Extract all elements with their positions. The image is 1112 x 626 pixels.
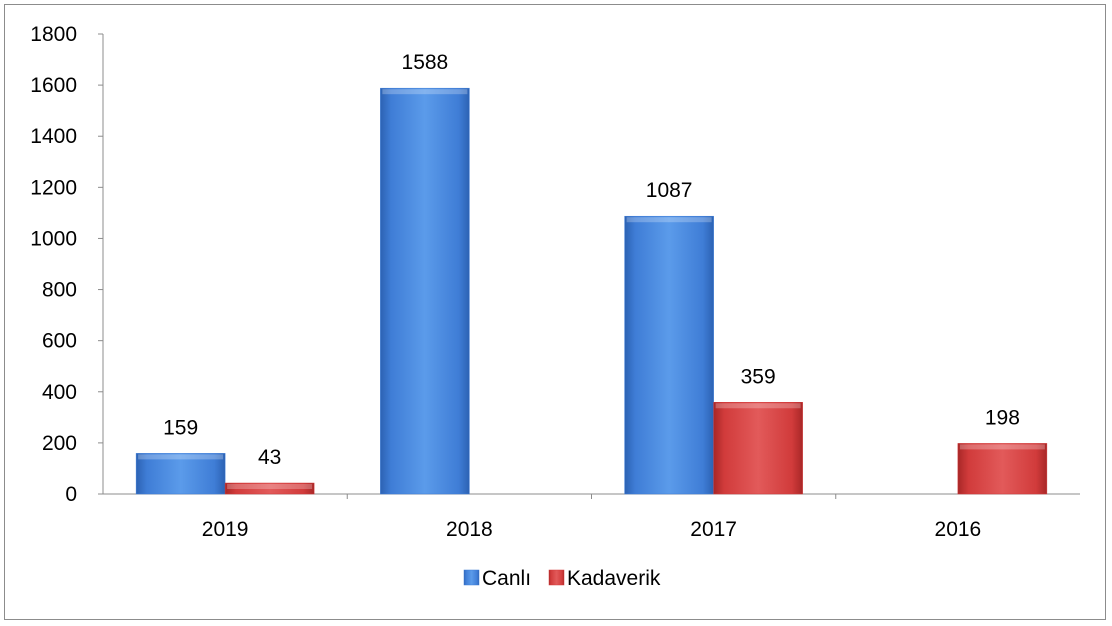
bar-kadaverik-2016: [957, 443, 1048, 495]
y-tick-label: 1600: [30, 74, 77, 97]
legend-label: Kadaverik: [567, 567, 661, 590]
x-tick-label: 2018: [446, 518, 493, 541]
bar-canl--2017: [624, 215, 714, 495]
bar-highlight: [715, 403, 801, 409]
bar-canl--2019: [135, 453, 226, 495]
y-tick-label: 200: [42, 432, 77, 455]
legend-swatch-kadaverik: [548, 569, 565, 586]
y-tick-label: 0: [65, 483, 77, 506]
data-label: 159: [163, 416, 198, 439]
bar-highlight: [227, 484, 313, 490]
y-tick-label: 600: [42, 330, 77, 353]
data-label: 1087: [646, 179, 693, 202]
y-tick-label: 1200: [30, 176, 77, 199]
legend-swatch-canl-: [463, 569, 480, 586]
y-tick-label: 1000: [30, 227, 77, 250]
y-tick-label: 800: [42, 279, 77, 302]
data-label: 43: [258, 446, 281, 469]
data-label: 1588: [402, 51, 449, 74]
data-label: 359: [741, 365, 776, 388]
bar-highlight: [382, 89, 468, 95]
data-label: 198: [985, 406, 1020, 429]
x-tick-label: 2019: [202, 518, 249, 541]
chart-frame: [4, 4, 1106, 620]
legend-label: Canlı: [482, 567, 531, 590]
bar-canl--2018: [380, 87, 470, 495]
bar-highlight: [626, 217, 712, 223]
bar-highlight: [138, 454, 224, 460]
bar-kadaverik-2017: [713, 402, 803, 495]
x-tick-label: 2017: [690, 518, 737, 541]
x-tick-label: 2016: [935, 518, 982, 541]
bar-highlight: [959, 444, 1045, 450]
bar-kadaverik-2019: [224, 482, 315, 495]
y-tick-label: 1400: [30, 125, 77, 148]
y-tick-label: 1800: [30, 23, 77, 46]
y-tick-label: 400: [42, 381, 77, 404]
